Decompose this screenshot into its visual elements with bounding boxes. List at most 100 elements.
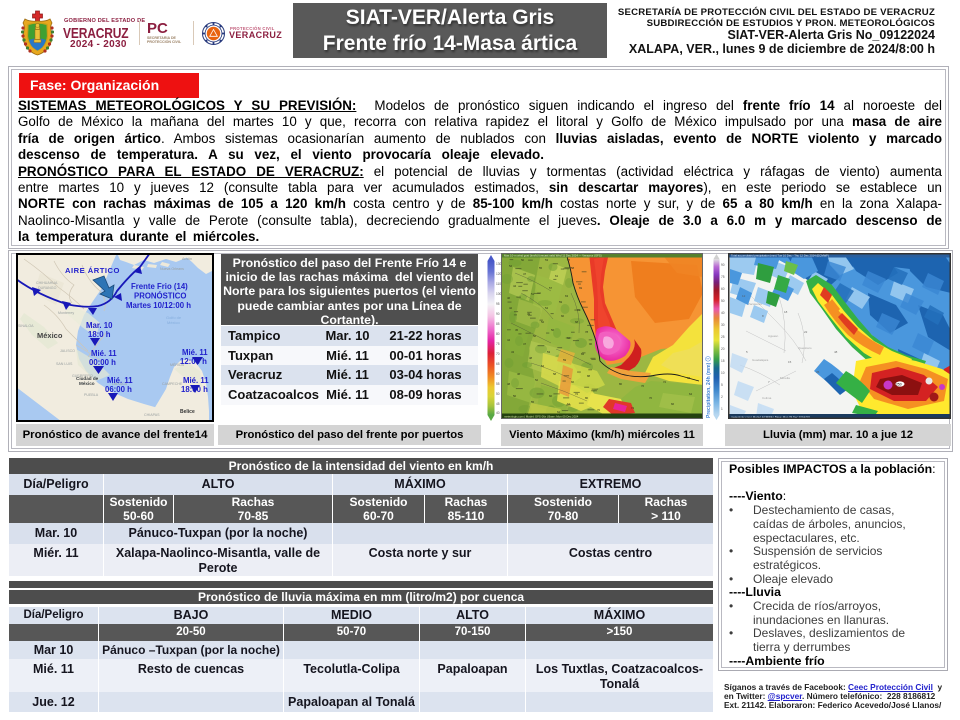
svg-text:110: 110 bbox=[496, 282, 501, 286]
svg-text:88: 88 bbox=[587, 374, 591, 378]
svg-text:35: 35 bbox=[816, 370, 820, 374]
svg-text:40: 40 bbox=[721, 311, 725, 315]
svg-text:Frente Frio (14): Frente Frio (14) bbox=[131, 282, 188, 291]
svg-text:51: 51 bbox=[531, 292, 535, 296]
svg-text:PUEBLA: PUEBLA bbox=[84, 393, 99, 397]
svg-text:76: 76 bbox=[641, 384, 645, 388]
svg-text:90: 90 bbox=[496, 312, 500, 316]
svg-text:60: 60 bbox=[496, 372, 500, 376]
svg-text:meteologix.com | Model: GFS 06: meteologix.com | Model: GFS 06z | Base: … bbox=[504, 415, 579, 419]
svg-text:48: 48 bbox=[529, 356, 533, 360]
svg-text:12: 12 bbox=[742, 294, 746, 298]
svg-text:45: 45 bbox=[515, 328, 519, 332]
svg-text:Total accumulated precipitatio: Total accumulated precipitation (mm) Tue… bbox=[731, 253, 829, 257]
svg-text:Guadalajara: Guadalajara bbox=[752, 358, 769, 362]
svg-text:México: México bbox=[37, 331, 63, 340]
svg-text:59: 59 bbox=[563, 358, 567, 362]
svg-text:64: 64 bbox=[567, 402, 571, 406]
svg-text:48: 48 bbox=[834, 350, 838, 354]
svg-text:Mar. 10: Mar. 10 bbox=[86, 321, 113, 330]
svg-text:2: 2 bbox=[721, 395, 723, 399]
svg-text:MÉRIDA: MÉRIDA bbox=[170, 362, 185, 367]
svg-text:74: 74 bbox=[631, 406, 635, 410]
svg-text:7: 7 bbox=[768, 380, 770, 384]
svg-text:46: 46 bbox=[517, 372, 521, 376]
svg-text:66: 66 bbox=[671, 402, 675, 406]
svg-text:49: 49 bbox=[527, 312, 531, 316]
svg-text:Max 10-m wind gust (km/h) fore: Max 10-m wind gust (km/h) forecast valid… bbox=[504, 253, 602, 257]
svg-text:DURANGO: DURANGO bbox=[38, 286, 57, 290]
svg-text:72: 72 bbox=[575, 392, 579, 396]
svg-text:66: 66 bbox=[571, 380, 575, 384]
svg-text:60: 60 bbox=[561, 314, 565, 318]
svg-text:55: 55 bbox=[531, 400, 535, 404]
svg-text:46: 46 bbox=[507, 296, 511, 300]
svg-text:53: 53 bbox=[547, 350, 551, 354]
svg-text:58: 58 bbox=[571, 266, 575, 270]
svg-text:61: 61 bbox=[555, 274, 559, 278]
svg-text:84: 84 bbox=[581, 352, 585, 356]
svg-text:5: 5 bbox=[721, 383, 723, 387]
svg-text:95: 95 bbox=[496, 302, 500, 306]
svg-text:60: 60 bbox=[721, 287, 725, 291]
svg-text:57: 57 bbox=[549, 286, 553, 290]
svg-text:JALISCO: JALISCO bbox=[60, 349, 75, 353]
svg-text:45: 45 bbox=[496, 402, 500, 406]
svg-text:30: 30 bbox=[721, 323, 725, 327]
svg-text:72: 72 bbox=[663, 380, 667, 384]
svg-text:62: 62 bbox=[557, 410, 561, 414]
svg-text:53: 53 bbox=[545, 258, 549, 262]
svg-text:8: 8 bbox=[762, 314, 764, 318]
svg-text:México: México bbox=[167, 320, 180, 325]
svg-text:Nueva Orleans: Nueva Orleans bbox=[160, 267, 184, 271]
svg-text:22: 22 bbox=[804, 330, 808, 334]
svg-text:65: 65 bbox=[496, 362, 500, 366]
svg-text:Zacatecas: Zacatecas bbox=[748, 302, 762, 306]
svg-text:50: 50 bbox=[496, 392, 500, 396]
svg-text:54: 54 bbox=[541, 364, 545, 368]
svg-text:18: 18 bbox=[784, 310, 788, 314]
svg-text:Mié. 11: Mié. 11 bbox=[182, 348, 208, 357]
svg-text:40: 40 bbox=[496, 411, 500, 415]
svg-text:44: 44 bbox=[507, 338, 511, 342]
svg-text:GUERRERO: GUERRERO bbox=[72, 374, 93, 378]
svg-text:90: 90 bbox=[721, 263, 725, 267]
svg-text:60: 60 bbox=[549, 394, 553, 398]
svg-text:57: 57 bbox=[567, 258, 571, 262]
svg-text:120: 120 bbox=[496, 272, 501, 276]
svg-text:1: 1 bbox=[721, 407, 723, 411]
svg-text:Golfo de: Golfo de bbox=[166, 315, 182, 320]
svg-text:25: 25 bbox=[721, 335, 725, 339]
svg-text:52: 52 bbox=[535, 378, 539, 382]
svg-text:50: 50 bbox=[521, 258, 525, 262]
svg-text:Belice: Belice bbox=[180, 409, 195, 415]
svg-text:Querétaro: Querétaro bbox=[798, 346, 812, 350]
svg-text:12:00 h: 12:00 h bbox=[180, 357, 207, 366]
svg-text:CHIHUAHUA: CHIHUAHUA bbox=[36, 281, 58, 285]
svg-text:80: 80 bbox=[496, 332, 500, 336]
svg-text:56: 56 bbox=[551, 328, 555, 332]
svg-text:43: 43 bbox=[511, 350, 515, 354]
svg-text:58: 58 bbox=[553, 372, 557, 376]
svg-text:15: 15 bbox=[721, 359, 725, 363]
svg-text:Colima: Colima bbox=[762, 396, 772, 400]
svg-text:Morelia: Morelia bbox=[780, 376, 790, 380]
svg-text:80: 80 bbox=[585, 396, 589, 400]
svg-text:55: 55 bbox=[539, 266, 543, 270]
svg-text:52: 52 bbox=[541, 320, 545, 324]
svg-text:75: 75 bbox=[496, 342, 500, 346]
svg-text:00:00 h: 00:00 h bbox=[89, 358, 116, 367]
svg-text:52: 52 bbox=[509, 264, 513, 268]
svg-text:75: 75 bbox=[721, 275, 725, 279]
svg-text:Martes 10/12:00 h: Martes 10/12:00 h bbox=[126, 301, 191, 310]
svg-text:Aguasc.: Aguasc. bbox=[768, 334, 779, 338]
svg-text:SAN LUIS: SAN LUIS bbox=[56, 362, 73, 366]
svg-text:Mié. 11: Mié. 11 bbox=[91, 349, 117, 358]
svg-text:AIRE ÁRTICO: AIRE ÁRTICO bbox=[65, 266, 120, 275]
svg-text:Ciudad de: Ciudad de bbox=[76, 376, 99, 381]
svg-text:CAMPECHE: CAMPECHE bbox=[162, 382, 183, 386]
svg-text:59: 59 bbox=[559, 300, 563, 304]
svg-text:69: 69 bbox=[579, 286, 583, 290]
svg-text:55: 55 bbox=[496, 382, 500, 386]
svg-text:47: 47 bbox=[523, 342, 527, 346]
